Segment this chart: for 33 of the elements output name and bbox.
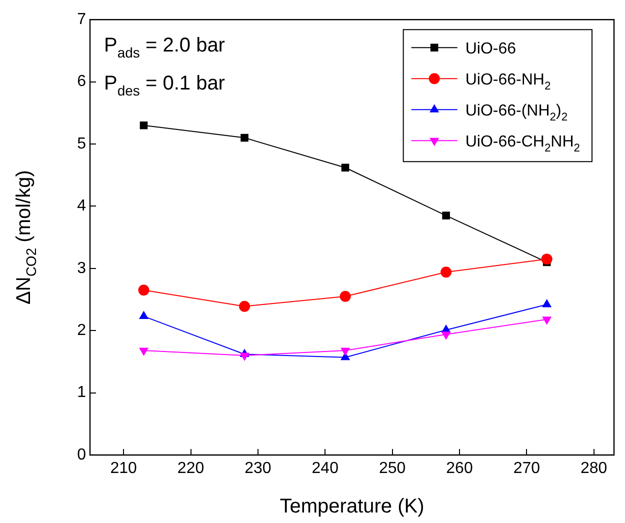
y-tick-label: 2 xyxy=(77,322,86,340)
x-tick-label: 240 xyxy=(312,460,339,478)
y-axis-title: ΔNCO2 (mol/kg) xyxy=(13,170,39,304)
point xyxy=(441,332,451,340)
x-tick-label: 250 xyxy=(378,460,406,478)
point xyxy=(541,254,552,265)
x-tick-label: 230 xyxy=(244,460,272,478)
point xyxy=(140,121,148,130)
point xyxy=(240,352,250,361)
x-tick-label: 260 xyxy=(446,460,473,478)
y-tick-label: 6 xyxy=(77,73,86,90)
y-tick-label: 4 xyxy=(77,198,86,215)
point xyxy=(341,164,350,172)
point xyxy=(442,212,450,220)
point xyxy=(138,348,149,356)
x-tick-label: 220 xyxy=(177,460,204,478)
legend-label: UiO-66 xyxy=(465,40,516,58)
x-tick-label: 280 xyxy=(580,460,608,478)
y-tick-label: 0 xyxy=(77,446,86,464)
point xyxy=(138,284,150,296)
point xyxy=(542,316,552,325)
y-tick-label: 1 xyxy=(77,384,86,402)
point xyxy=(440,266,452,278)
point xyxy=(340,290,351,302)
y-tick-label: 5 xyxy=(77,135,86,152)
point xyxy=(239,300,250,312)
y-tick-label: 3 xyxy=(77,260,86,277)
x-tick-label: 210 xyxy=(110,460,138,478)
x-axis-title: Temperature (K) xyxy=(280,496,424,518)
x-tick-label: 270 xyxy=(513,460,540,478)
y-tick-label: 7 xyxy=(77,11,86,28)
point xyxy=(240,134,248,142)
point xyxy=(340,348,350,356)
